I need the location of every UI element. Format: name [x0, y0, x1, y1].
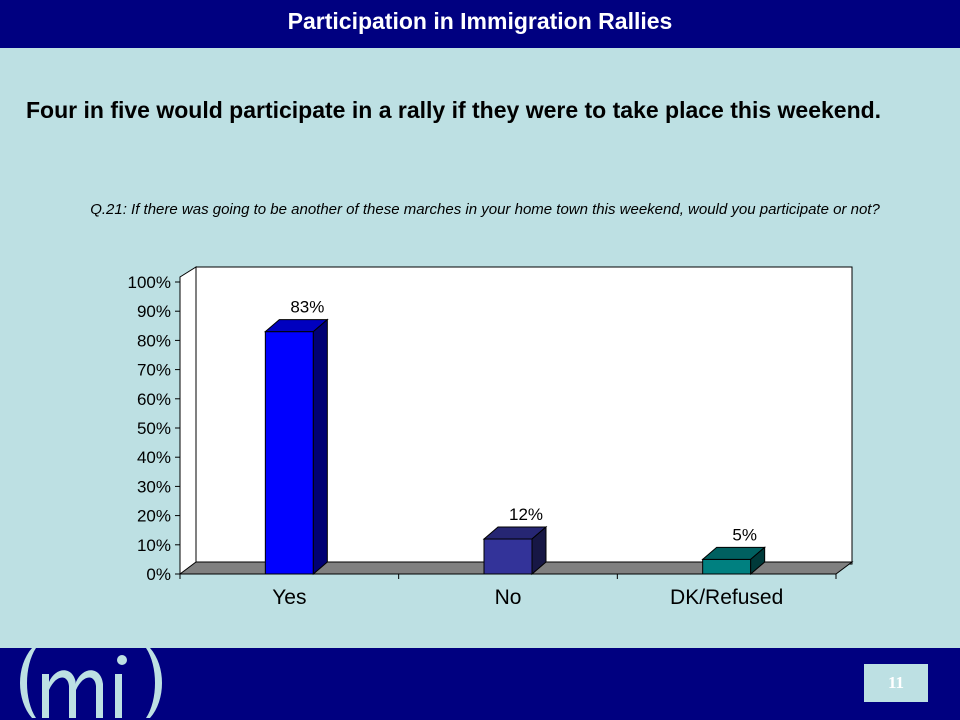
bar-chart: 0% 10% 20% 30% 40% 50% 60% 70% 80% 90% 100% 83% Yes 1…	[128, 266, 854, 609]
bar-side-face	[750, 546, 766, 576]
mi-logo	[20, 648, 162, 718]
y-tick-label: 60%	[137, 390, 171, 409]
x-category-label: Yes	[272, 586, 306, 609]
y-tick-label: 70%	[137, 361, 171, 380]
slide-title: Participation in Immigration Rallies	[287, 8, 673, 34]
y-tick-label: 10%	[137, 536, 171, 555]
y-tick-label: 0%	[146, 565, 171, 584]
y-tick-label: 100%	[128, 273, 171, 292]
bar-no	[483, 538, 533, 575]
bar-side-face	[531, 525, 547, 576]
title-bar: Participation in Immigration Rallies	[0, 0, 960, 48]
y-tick-label: 80%	[137, 331, 171, 350]
headline: Four in five would participate in a rall…	[26, 97, 882, 123]
x-category-label: DK/Refused	[670, 586, 783, 609]
bar-side-face	[312, 318, 328, 576]
x-category-label: No	[495, 586, 522, 609]
data-label: 5%	[732, 525, 757, 544]
bar-yes	[264, 331, 314, 575]
data-label: 83%	[290, 298, 324, 317]
y-tick-label: 30%	[137, 477, 171, 496]
survey-question: Q.21: If there was going to be another o…	[90, 201, 880, 218]
page-number-box: 11	[864, 664, 928, 702]
data-label: 12%	[509, 505, 543, 524]
y-tick-label: 90%	[137, 302, 171, 321]
y-tick-label: 20%	[137, 507, 171, 526]
plot-side-wall	[179, 266, 197, 575]
page-number: 11	[887, 673, 905, 692]
y-tick-label: 50%	[137, 419, 171, 438]
y-tick-label: 40%	[137, 448, 171, 467]
bar-dk-refused	[702, 558, 752, 575]
